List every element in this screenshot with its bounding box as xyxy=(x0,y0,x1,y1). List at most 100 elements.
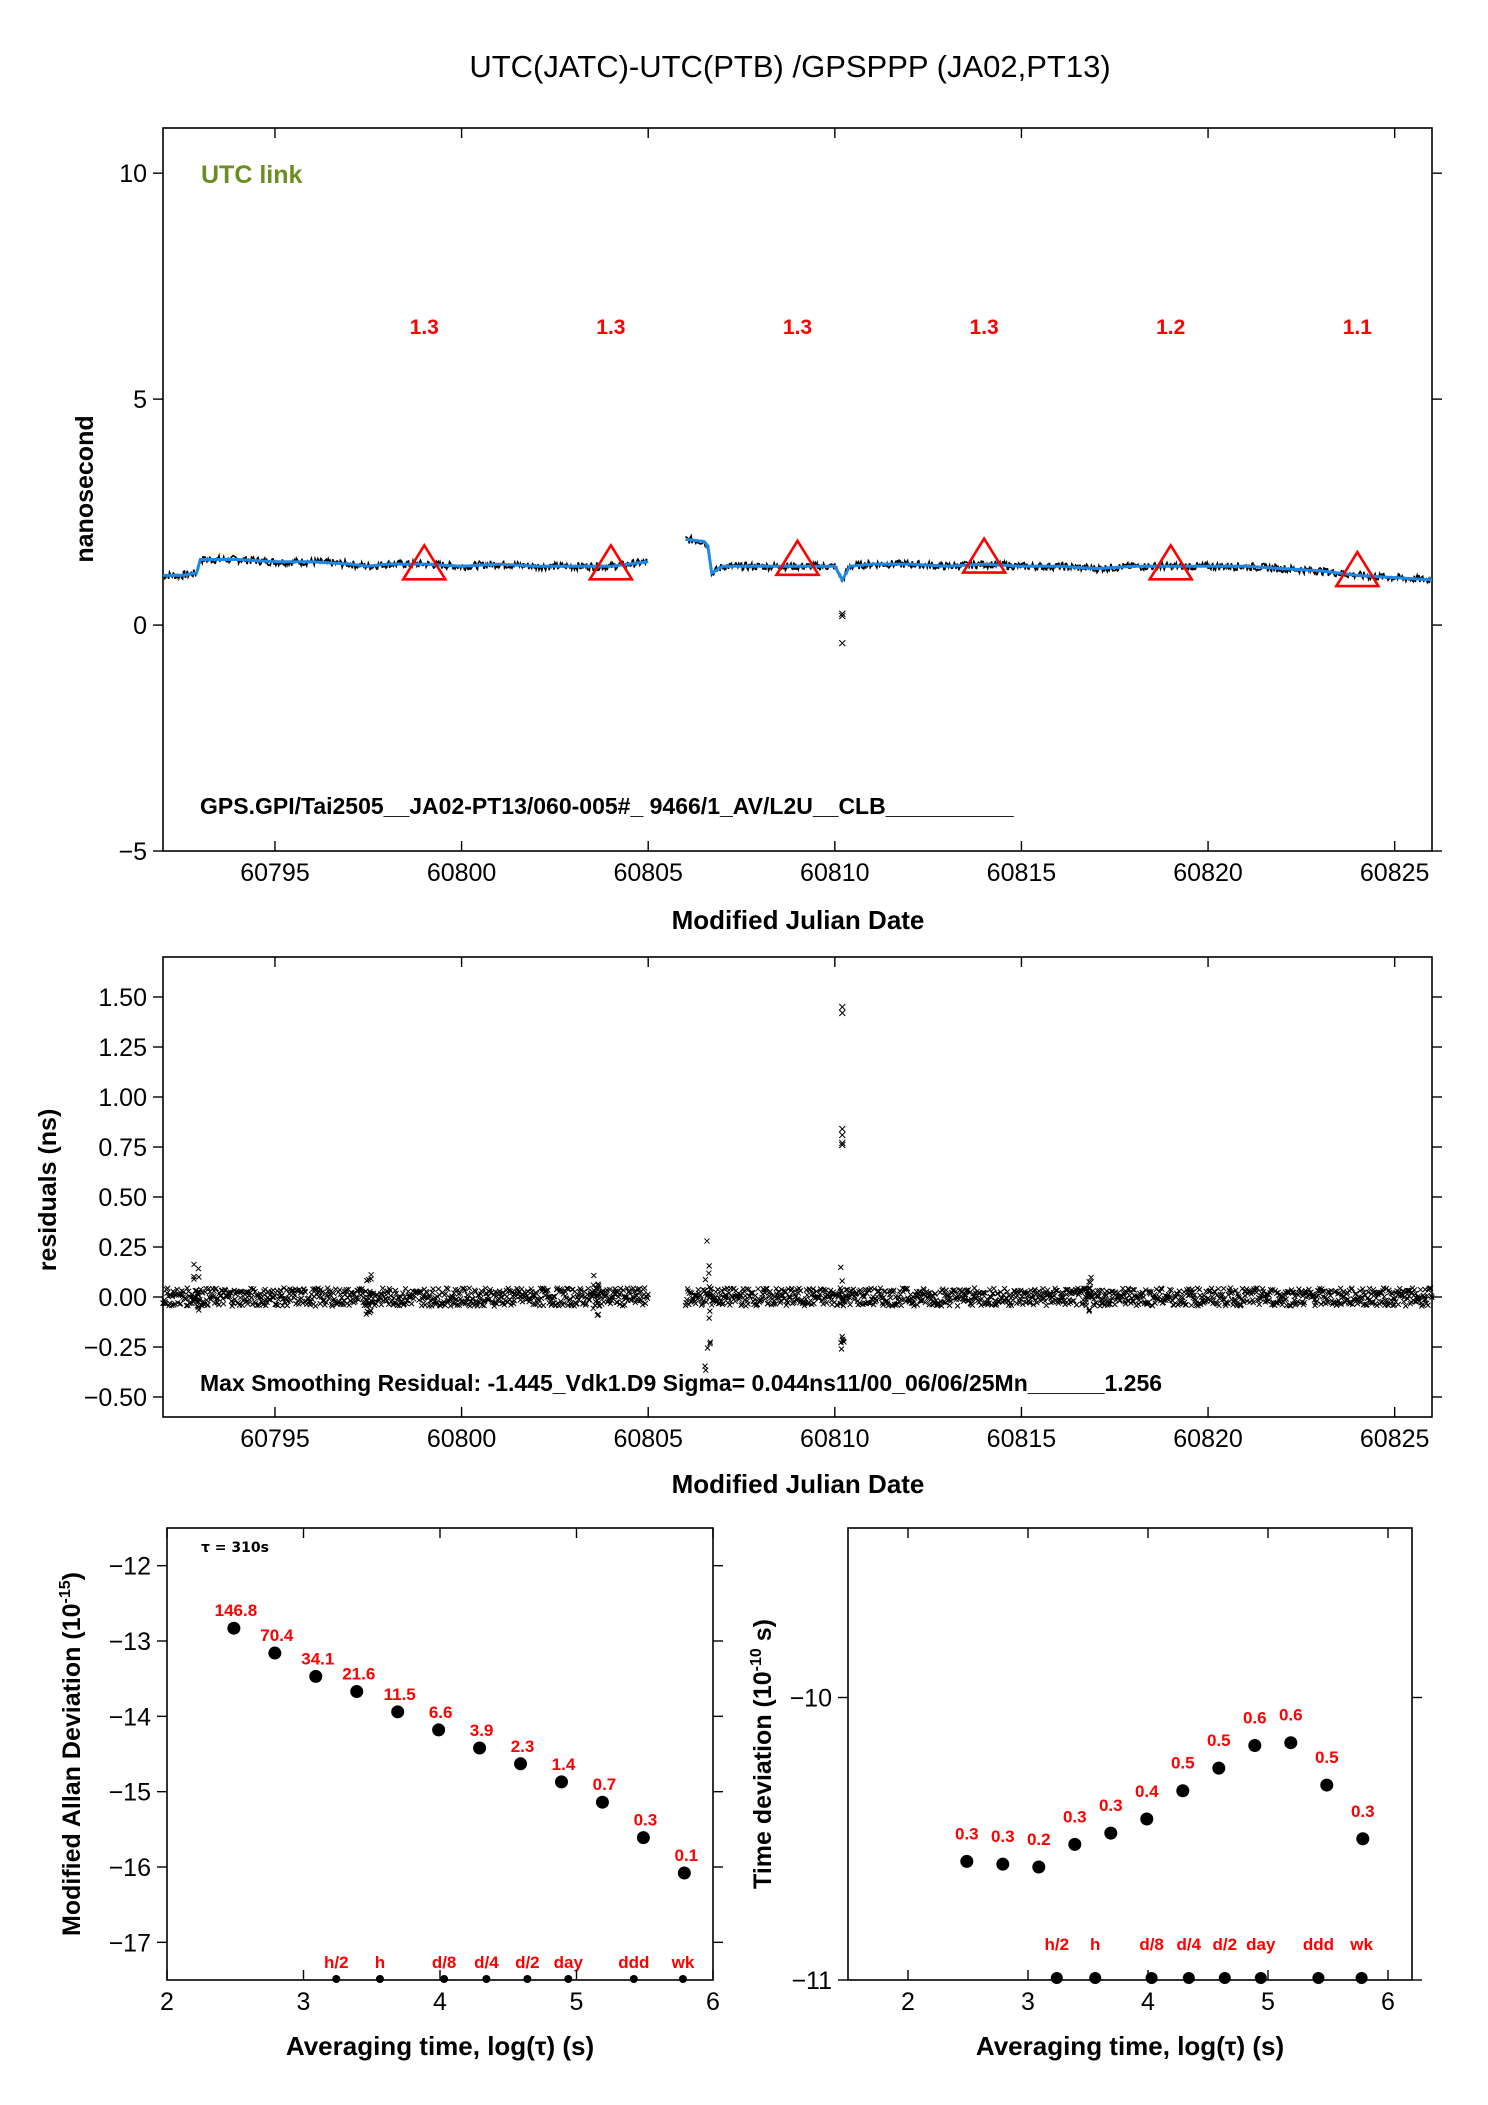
tdev-ylabel-end: s) xyxy=(749,1619,777,1648)
x-tick-label: 4 xyxy=(1141,1988,1155,2016)
y-tick-label: 5 xyxy=(133,386,147,414)
residuals-info-line: Max Smoothing Residual: -1.445_Vdk1.D9 S… xyxy=(200,1370,1162,1396)
allan-points-layer: 146.870.4 34.1 21.6 11.5 6.6 3.9 2.3 1.4 0.7 0.3 0… xyxy=(215,1601,698,1983)
figure-title: UTC(JATC)-UTC(PTB) /GPSPPP (JA02,PT13) xyxy=(469,49,1110,84)
calibration-marker-triangle xyxy=(1147,542,1195,581)
calibration-marker-triangle xyxy=(587,542,635,581)
x-tick-label: 60825 xyxy=(1360,859,1430,887)
y-tick-label: −17 xyxy=(109,1929,151,1957)
residuals-spike-cluster xyxy=(702,1238,714,1374)
tdev-ylabel: Time deviation (10-10 s) xyxy=(748,1619,777,1889)
allan-value-label: 0.7 xyxy=(593,1775,617,1794)
time-deviation-label: 0.3 xyxy=(1099,1796,1123,1815)
allan-ylabel: Modified Allan Deviation (10-15) xyxy=(57,1572,86,1936)
residuals-ylabel: residuals (ns) xyxy=(34,1109,62,1272)
y-tick-label: 0 xyxy=(133,612,147,640)
y-tick-label: 0.00 xyxy=(98,1284,147,1312)
residuals-spike-cluster xyxy=(1082,1274,1094,1314)
allan-reference-label: d/8 xyxy=(432,1953,457,1972)
residuals-panel: 60795 60800 60805 60810 60815 60820 60825 −0.50… xyxy=(34,956,1442,1499)
offset-info-line: GPS.GPI/Tai2505__JA02-PT13/060-005#_ 946… xyxy=(200,793,1014,819)
x-tick-label: 60795 xyxy=(240,859,310,887)
y-tick-label: −0.50 xyxy=(84,1384,147,1412)
time-deviation-label: 0.3 xyxy=(1063,1807,1087,1826)
tdev-reference-label: h xyxy=(1090,1935,1100,1954)
offset-smoothed-line xyxy=(685,537,1433,584)
x-tick-label: 3 xyxy=(1021,1988,1035,2016)
tdev-ylabel-exp: -10 xyxy=(748,1648,765,1671)
x-tick-label: 60810 xyxy=(800,1425,870,1453)
allan-value-label: 6.6 xyxy=(429,1703,453,1722)
x-tick-label: 60820 xyxy=(1173,859,1243,887)
y-tick-label: −10 xyxy=(790,1685,832,1713)
y-tick-label: 1.25 xyxy=(98,1034,147,1062)
calibration-marker-label: 1.3 xyxy=(970,316,999,339)
calibration-marker-label: 1.2 xyxy=(1156,316,1185,339)
allan-reference-dot xyxy=(332,1975,341,1983)
y-tick-label: −16 xyxy=(109,1854,151,1882)
allan-reference-dot xyxy=(523,1975,532,1983)
allan-value-label: 11.5 xyxy=(384,1685,416,1704)
y-tick-label: 0.50 xyxy=(98,1184,147,1212)
time-deviation-point xyxy=(1356,1832,1370,1846)
x-tick-label: 60815 xyxy=(987,859,1057,887)
x-tick-label: 60805 xyxy=(613,1425,683,1453)
residuals-xlabel: Modified Julian Date xyxy=(672,1469,925,1499)
offset-outlier-point xyxy=(838,639,846,647)
utc-link-label: UTC link xyxy=(201,161,302,189)
allan-deviation-point xyxy=(391,1705,405,1719)
allan-axis-ticks: 2 3 4 5 6 −17 −16 −15 −14 −13 −12 xyxy=(109,1528,723,2016)
x-tick-label: 60815 xyxy=(987,1425,1057,1453)
tdev-reference-label: h/2 xyxy=(1045,1935,1070,1954)
time-deviation-label: 0.5 xyxy=(1207,1731,1231,1750)
tdev-reference-label: ddd xyxy=(1303,1935,1334,1954)
tdev-reference-label: d/2 xyxy=(1213,1935,1238,1954)
time-deviation-label: 0.5 xyxy=(1171,1754,1195,1773)
y-tick-label: −13 xyxy=(109,1628,151,1656)
allan-reference-label: h xyxy=(375,1953,385,1972)
x-tick-label: 2 xyxy=(160,1988,174,2016)
time-deviation-point xyxy=(1320,1778,1334,1792)
allan-reference-label: ddd xyxy=(618,1953,649,1972)
allan-reference-dot xyxy=(482,1975,491,1983)
allan-value-label: 70.4 xyxy=(260,1626,294,1645)
tdev-panel: 0.3 0.3 0.2 0.3 0.3 0.4 0.5 0.5 0.6 0.6 0.5 0.3 h/2 h… xyxy=(748,1527,1422,2061)
residuals-spike-cluster xyxy=(362,1271,375,1317)
residuals-spike-cluster xyxy=(191,1261,202,1313)
offset-xlabel: Modified Julian Date xyxy=(672,905,925,935)
x-tick-label: 5 xyxy=(1261,1988,1275,2016)
allan-deviation-point xyxy=(514,1757,528,1771)
allan-deviation-point xyxy=(677,1866,691,1880)
y-tick-label: 0.75 xyxy=(98,1134,147,1162)
tdev-reference-dot xyxy=(1089,1972,1102,1984)
time-deviation-label: 0.5 xyxy=(1315,1748,1339,1767)
residuals-axis-ticks: 60795 60800 60805 60810 60815 60820 60825 −0.50… xyxy=(84,957,1442,1453)
x-tick-label: 60805 xyxy=(613,859,683,887)
time-deviation-point xyxy=(1068,1837,1082,1851)
time-deviation-point xyxy=(996,1857,1010,1871)
allan-reference-label: d/4 xyxy=(474,1953,499,1972)
allan-deviation-point xyxy=(350,1684,364,1698)
x-tick-label: 60800 xyxy=(427,1425,497,1453)
allan-xlabel: Averaging time, log(τ) (s) xyxy=(286,2031,594,2061)
residuals-point-cloud xyxy=(682,1285,1435,1309)
time-deviation-point xyxy=(1284,1736,1298,1750)
x-tick-label: 60810 xyxy=(800,859,870,887)
allan-deviation-point xyxy=(636,1831,650,1845)
allan-value-label: 34.1 xyxy=(301,1649,334,1668)
tdev-reference-label: d/8 xyxy=(1139,1935,1164,1954)
x-tick-label: 6 xyxy=(1381,1988,1395,2016)
calibration-marker-label: 1.3 xyxy=(410,316,439,339)
tdev-reference-dot xyxy=(1355,1972,1368,1984)
allan-value-label: 0.3 xyxy=(634,1811,658,1830)
tdev-plot-frame xyxy=(847,1527,1413,1981)
calibration-marker-triangle xyxy=(774,538,821,577)
time-deviation-point xyxy=(1032,1860,1046,1874)
time-deviation-label: 0.3 xyxy=(955,1824,979,1843)
y-tick-label: −5 xyxy=(118,838,147,866)
residuals-plot-frame xyxy=(162,956,1433,1418)
y-tick-label: −12 xyxy=(109,1553,151,1581)
x-tick-label: 2 xyxy=(901,1988,915,2016)
allan-ylabel-end: ) xyxy=(58,1572,86,1580)
allan-deviation-point xyxy=(595,1795,609,1809)
